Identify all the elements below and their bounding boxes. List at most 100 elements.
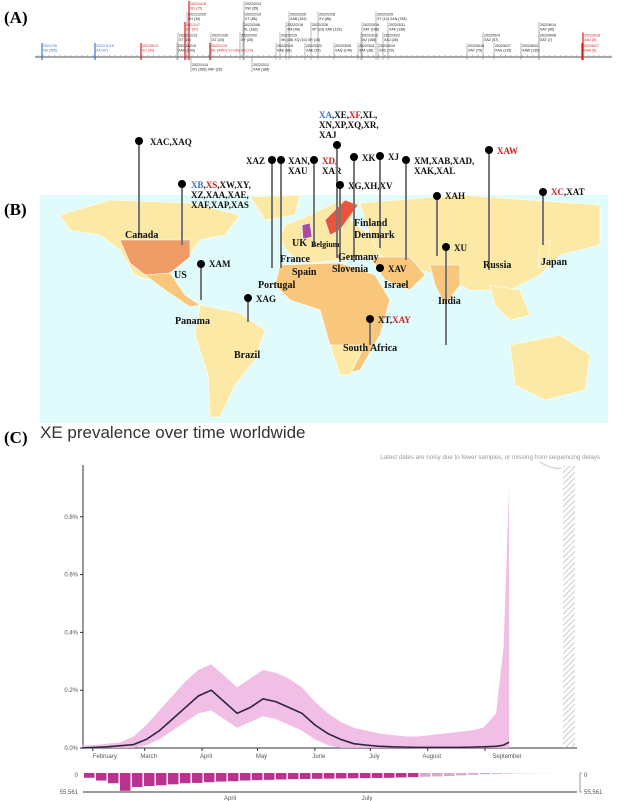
event-lineages: XAF (36) — [359, 48, 373, 52]
country-label-portugal: Portugal — [258, 280, 296, 291]
event-date: 2022/5/27 — [495, 44, 511, 48]
sample-count-bar — [204, 773, 215, 783]
event-lineages: XAT (7) — [540, 38, 552, 42]
event-date: 2021/12/20 — [188, 13, 206, 17]
event-date: 2022/5/16 — [468, 44, 484, 48]
event-label: 2022/2/10 XT (86) — [245, 13, 261, 21]
event-lineages: XAW (135) — [522, 48, 539, 52]
lineage-name: XAW — [497, 146, 519, 156]
sample-count-bar — [168, 773, 179, 785]
sample-count-bar — [180, 773, 191, 784]
sample-count-bar — [324, 773, 335, 779]
location-pin-icon — [197, 260, 205, 268]
recombinant-label: XAC,XAQ — [150, 137, 192, 147]
x-tick-label: March — [140, 754, 157, 760]
sample-count-bar — [468, 773, 479, 775]
y-tick-label: 0.2% — [64, 688, 78, 694]
event-date: 2022/3/11 — [359, 44, 375, 48]
recombinant-label: XM,XAB,XAD, XAK,XAL — [414, 156, 474, 176]
noisy-dates-note: Latest dates are noisy due to fewer samp… — [380, 454, 600, 461]
samples-bracket — [579, 772, 582, 793]
event-lineages: XAS (115) — [495, 48, 511, 52]
note-arrow — [539, 461, 563, 469]
greenland — [249, 194, 301, 221]
event-lineages: XW (35) — [245, 6, 258, 10]
lineage-name: XK — [362, 153, 376, 163]
sample-count-bar — [264, 773, 275, 780]
event-date: 2022/3/16 — [363, 23, 379, 27]
lineage-name: XZ,XAA,XAE, XAF,XAP,XAS — [191, 190, 249, 210]
se-asia — [489, 284, 531, 321]
event-label: 2022/1/14 XG (359) XAF (29) — [192, 63, 222, 71]
world-map — [40, 194, 608, 423]
event-date: 2022/6/14 — [540, 23, 556, 27]
event-label: 2022/6/27 XAW (5) — [583, 44, 599, 52]
event-label: 2022/2/19 XAE (86) — [277, 44, 293, 52]
y-tick-label: 0.4% — [64, 630, 78, 636]
event-label: 2021/12/20 XH (34) — [188, 13, 206, 21]
samples-max-label: 55,561 — [60, 790, 79, 796]
event-lineages: XB (355) — [43, 48, 57, 52]
sample-count-bar — [456, 773, 467, 776]
chart-title: XE prevalence over time worldwide — [40, 423, 306, 442]
event-lineages: XD (75) — [190, 6, 202, 10]
event-label: 2022/3/19 XAC (29) — [379, 44, 395, 52]
event-label: 2021/12/13 XT (24) — [179, 34, 197, 42]
event-date: 2021/12/10 — [178, 44, 196, 48]
event-lineages: XAZ (57) — [484, 38, 498, 42]
event-date: 2021/7/6 — [43, 44, 57, 48]
event-label: 2022/6/08 XAT (7) — [540, 34, 556, 42]
sample-count-bar — [492, 773, 503, 774]
country-label-japan: Japan — [541, 257, 568, 268]
country-label-canada: Canada — [125, 230, 159, 241]
sample-count-bar — [84, 773, 95, 778]
location-pin-icon — [350, 153, 358, 161]
annotation-stem — [339, 185, 341, 262]
lineage-name: XT, — [378, 315, 393, 325]
event-markers — [41, 1, 584, 72]
event-date: 2021/8/12 — [142, 44, 158, 48]
recombinant-label: XAZ — [246, 156, 265, 166]
event-date: 2022/6/08 — [540, 34, 556, 38]
country-label-finland: Finland — [354, 218, 388, 229]
africa-south — [329, 344, 366, 376]
lineage-name: XB — [191, 180, 204, 190]
event-label: 2022/2/18 XM (48) — [287, 23, 303, 31]
recombinant-label: XAH — [445, 191, 465, 201]
recombinant-label: XA,XE,XF,XL, XN,XP,XQ,XR, XAJ — [319, 110, 379, 140]
lineage-name: XS — [205, 180, 218, 190]
event-label: 2022/2/06 XL (183) — [244, 23, 260, 31]
annotation-stem — [138, 141, 140, 235]
recombinant-label: XC,XAT — [551, 187, 585, 197]
location-pin-icon — [135, 137, 143, 145]
country-label-slovenia: Slovenia — [332, 264, 369, 275]
event-label: 2021/8/12 XC (42) — [142, 44, 158, 52]
sample-count-bar — [132, 773, 143, 788]
sample-count-bar — [396, 773, 407, 778]
recombinant-label: XAW — [497, 146, 518, 156]
event-lineages: XC (42) — [142, 48, 154, 52]
location-pin-icon — [244, 294, 252, 302]
event-date: 2022/3/22 — [384, 34, 400, 38]
country-label-india: India — [438, 296, 461, 307]
samples-tick-april: April — [224, 796, 236, 801]
recombinant-label: XAM — [209, 259, 231, 269]
country-label-france: France — [280, 254, 310, 265]
event-date: 2022/2/02 — [241, 34, 257, 38]
sample-count-bar — [480, 773, 491, 775]
lineage-name: ,XE, — [332, 110, 350, 120]
sample-count-bar — [300, 773, 311, 779]
event-lineages: XA (47) — [96, 48, 108, 52]
location-pin-icon — [366, 315, 374, 323]
y-tick-label: 0.8% — [64, 515, 78, 521]
event-date: 2021/11/18 — [96, 44, 114, 48]
event-label: 2022/3/05 XAQ (149) — [335, 44, 352, 52]
event-label: 2022/2/15 XK (38) XQ (10) XR (10) — [281, 34, 320, 42]
lineage-name: XG,XH,XV — [348, 181, 393, 191]
event-label: 2022/3/13 XU (168) — [362, 34, 378, 42]
location-pin-icon — [539, 188, 547, 196]
event-label: 2022/3/22 XAJ (28) — [384, 34, 400, 42]
country-label-us: US — [174, 270, 187, 281]
lineage-name: XF — [349, 110, 361, 120]
event-date: 2022/2/13 — [245, 2, 261, 6]
